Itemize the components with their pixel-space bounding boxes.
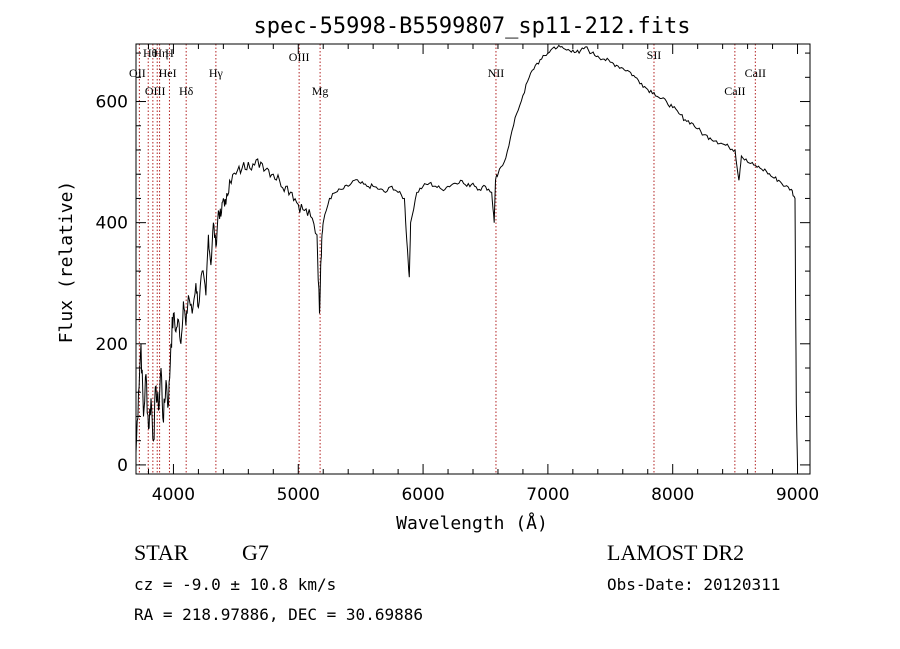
line-marker-label: OIII: [289, 50, 310, 64]
y-tick-label: 600: [96, 93, 128, 113]
x-axis-label: Wavelength (Å): [396, 512, 548, 534]
y-tick-label: 200: [96, 335, 128, 355]
emission-line-markers: [138, 44, 756, 474]
x-tick-label: 8000: [651, 485, 694, 505]
line-marker-label: CaII: [724, 84, 745, 98]
redshift-text: cz = -9.0 ± 10.8 km/s: [134, 575, 336, 594]
line-marker-label: Hδ: [179, 84, 194, 98]
obs-date-text: Obs-Date: 20120311: [607, 575, 780, 594]
y-axis-label: Flux (relative): [56, 181, 77, 344]
survey-label: LAMOST DR2: [607, 540, 744, 565]
line-marker-label: OIII: [145, 84, 166, 98]
y-axis-ticks: 0 200 400 600: [96, 52, 810, 476]
line-marker-label: SII: [647, 48, 662, 62]
x-tick-label: 5000: [277, 485, 320, 505]
line-marker-label: CaII: [745, 66, 766, 80]
line-marker-label: Hγ: [209, 66, 224, 80]
line-marker-label: HeI: [159, 66, 177, 80]
coordinates-text: RA = 218.97886, DEC = 30.69886: [134, 605, 423, 624]
x-tick-label: 7000: [526, 485, 569, 505]
line-marker-label: NII: [488, 66, 505, 80]
object-type-label: STAR: [134, 540, 189, 565]
x-tick-label: 6000: [401, 485, 444, 505]
line-marker-label: Hθ: [143, 46, 158, 60]
line-marker-label: Hη: [153, 46, 168, 60]
x-tick-label: 4000: [152, 485, 195, 505]
line-marker-label: OII: [129, 66, 146, 80]
plot-frame: [135, 43, 811, 475]
line-marker-label: Mg: [312, 84, 329, 98]
spectrum-line: [135, 44, 798, 465]
y-tick-label: 400: [96, 214, 128, 234]
y-tick-label: 0: [117, 456, 128, 476]
x-axis-ticks: 4000 5000 6000 7000 8000 9000: [147, 44, 819, 505]
chart-title: spec-55998-B5599807_sp11-212.fits: [253, 14, 690, 39]
x-tick-label: 9000: [776, 485, 819, 505]
line-marker-label: H: [165, 46, 174, 60]
subclass-label: G7: [242, 540, 269, 565]
